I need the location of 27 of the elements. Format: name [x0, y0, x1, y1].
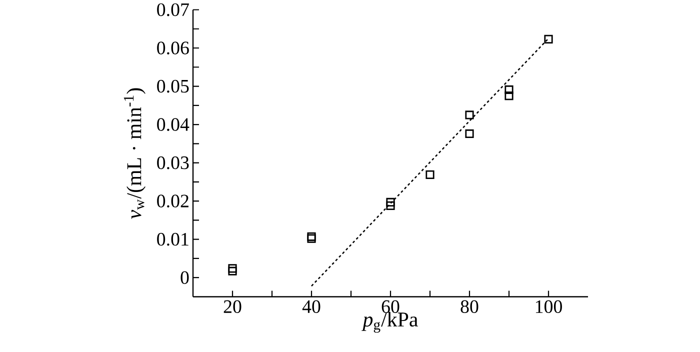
- point: [465, 110, 474, 120]
- y-tick-label: 0: [180, 271, 189, 284]
- point: [307, 232, 316, 242]
- y-tick-label: 0.06: [157, 42, 189, 55]
- x-axis-title: p$_{g}$/kPa: [362, 312, 418, 333]
- point: [504, 86, 514, 94]
- point: [386, 198, 395, 207]
- x-tick-label: 60: [382, 300, 400, 314]
- point: [544, 35, 553, 44]
- y-tick-label: 0.07: [157, 3, 189, 16]
- point: [465, 130, 474, 138]
- point: [426, 170, 434, 180]
- x-tick-label: 40: [302, 300, 320, 314]
- x-tick-label: 20: [224, 300, 242, 314]
- point: [504, 92, 514, 100]
- point: [307, 234, 316, 243]
- x-tick-label: 100: [536, 300, 562, 314]
- y-tick-label: 0.04: [157, 118, 190, 132]
- y-tick-label: 0.05: [157, 80, 189, 93]
- y-tick-label: 0.02: [157, 194, 188, 208]
- point: [386, 201, 395, 210]
- point: [228, 266, 237, 276]
- y-tick-label: 0.01: [157, 233, 188, 246]
- point: [228, 264, 237, 273]
- x-tick-label: 80: [460, 300, 478, 314]
- y-axis-title: v$_{w}$/(mL · min$^{-1}$): [124, 88, 146, 219]
- y-tick-label: 0.03: [157, 156, 189, 170]
